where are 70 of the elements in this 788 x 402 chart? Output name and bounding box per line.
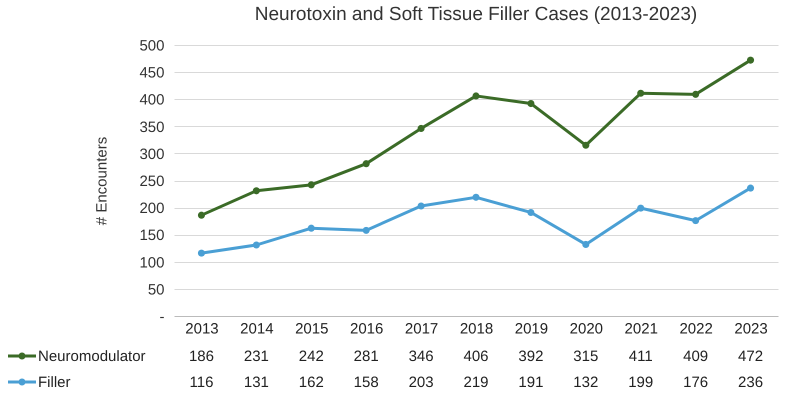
data-label: 158 xyxy=(354,374,379,391)
y-tick-label: 500 xyxy=(139,38,164,54)
point xyxy=(252,241,260,249)
x-tick-label: 2016 xyxy=(350,320,384,338)
y-tick-label: 350 xyxy=(139,118,164,136)
data-label: 132 xyxy=(573,374,598,391)
data-label: 131 xyxy=(244,374,269,391)
data-label: 116 xyxy=(189,374,214,391)
point xyxy=(418,124,425,132)
data-label: 409 xyxy=(683,348,708,365)
y-tick-label: 100 xyxy=(139,254,164,272)
point xyxy=(198,250,205,257)
x-tick-label: 2013 xyxy=(185,320,219,338)
data-label: 176 xyxy=(683,374,708,391)
legend-label: Neuromodulator xyxy=(38,348,146,365)
y-tick-label: - xyxy=(160,308,164,326)
y-tick-label: 150 xyxy=(139,227,164,244)
x-tick-label: 2020 xyxy=(570,320,604,338)
x-tick-label: 2018 xyxy=(460,320,494,338)
point xyxy=(308,181,315,188)
legend-label: Filler xyxy=(38,374,70,391)
point xyxy=(472,92,480,100)
point xyxy=(692,217,700,224)
data-label: 411 xyxy=(628,348,653,365)
data-label: 392 xyxy=(518,348,544,365)
data-label: 199 xyxy=(628,374,654,391)
x-tick-label: 2014 xyxy=(240,320,274,338)
data-label: 242 xyxy=(298,348,324,365)
data-label: 219 xyxy=(463,374,489,391)
point xyxy=(582,142,590,149)
x-tick-label: 2022 xyxy=(679,320,713,338)
data-label: 472 xyxy=(738,348,764,365)
point xyxy=(198,212,205,219)
data-label: 236 xyxy=(738,374,764,391)
point xyxy=(747,184,754,192)
x-tick-label: 2019 xyxy=(514,320,548,338)
x-tick-label: 2015 xyxy=(295,320,328,338)
point xyxy=(308,224,315,232)
data-label: 162 xyxy=(298,374,324,391)
point xyxy=(252,187,260,194)
data-label: 315 xyxy=(573,348,598,365)
data-label: 406 xyxy=(463,348,489,365)
y-tick-label: 50 xyxy=(148,281,164,298)
data-label: 346 xyxy=(408,348,434,365)
point xyxy=(418,202,425,210)
y-tick-label: 300 xyxy=(139,146,164,163)
data-label: 231 xyxy=(244,348,269,365)
y-tick-label: 200 xyxy=(139,200,164,218)
y-tick-label: 450 xyxy=(139,64,164,82)
data-label: 203 xyxy=(408,374,434,391)
point xyxy=(362,226,370,234)
x-tick-label: 2017 xyxy=(404,320,438,338)
point xyxy=(582,240,590,248)
y-tick-label: 250 xyxy=(139,173,164,190)
point xyxy=(637,204,644,212)
point xyxy=(527,208,534,216)
y-axis-title: # Encounters xyxy=(93,136,110,226)
point xyxy=(472,194,480,201)
chart-title: Neurotoxin and Soft Tissue Filler Cases (2013-2023) xyxy=(254,4,698,25)
point xyxy=(527,100,534,108)
data-label: 186 xyxy=(188,348,214,365)
point xyxy=(637,90,644,97)
point xyxy=(362,160,370,168)
x-tick-label: 2023 xyxy=(734,320,768,338)
point xyxy=(747,56,754,64)
data-label: 191 xyxy=(518,374,544,391)
x-tick-label: 2021 xyxy=(624,320,658,338)
y-tick-label: 400 xyxy=(139,92,164,109)
point xyxy=(692,90,700,98)
data-label: 281 xyxy=(354,348,379,365)
